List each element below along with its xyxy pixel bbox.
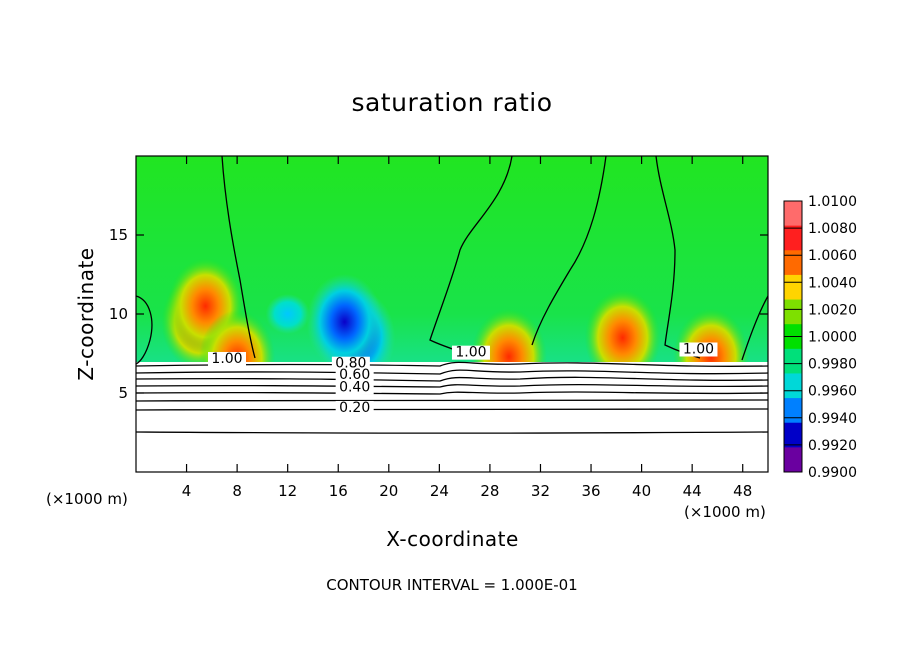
- x-tick-label: 4: [182, 482, 192, 500]
- y-axis-label: Z-coordinate: [74, 247, 98, 381]
- contour-label-bg: [679, 342, 718, 357]
- colorbar-swatch: [784, 373, 802, 399]
- colorbar-swatch: [784, 348, 802, 374]
- colorbar-swatch: [784, 447, 802, 473]
- colorbar-swatch: [784, 250, 802, 276]
- colorbar-label: 1.0080: [808, 221, 857, 237]
- contour-line-upper-1: [221, 156, 256, 359]
- colorbar-label: 1.0000: [808, 330, 857, 346]
- contour-line-upper-6: [136, 295, 153, 365]
- contour-line-0-10: [136, 431, 768, 434]
- y-axis: 5 10 15: [109, 226, 768, 402]
- contour-labels: 1.00 0.800.600.40 0.20 1.00 1.00: [208, 342, 718, 416]
- x-unit-label-left: (×1000 m): [46, 490, 128, 508]
- colorbar-swatch: [784, 274, 802, 301]
- x-unit-label-right: (×1000 m): [684, 503, 766, 521]
- contour-label-bg: [208, 351, 247, 366]
- contour-line-0-40: [136, 391, 768, 395]
- below-cloud-region: [136, 362, 768, 472]
- x-axis: 4 8 12 16 20 24 28 32 36 40 44 48: [182, 156, 752, 500]
- y-tick-label: 5: [118, 384, 128, 402]
- field-hotspot: [584, 289, 661, 386]
- x-tick-label: 8: [232, 482, 242, 500]
- contour-line-0-60: [136, 376, 768, 382]
- colorbar-swatch: [784, 422, 802, 448]
- colorbar-label: 0.9940: [808, 411, 857, 427]
- contour-line-0-70: [136, 369, 768, 375]
- contour-label-bg: [335, 380, 374, 395]
- colorbar: 1.0100 1.0080 1.0060 1.0040 1.0020 1.0000 0.99…: [783, 194, 857, 481]
- contour-label: 1.00: [683, 342, 714, 358]
- contour-label-bg: [335, 400, 374, 415]
- x-tick-label: 20: [379, 482, 398, 500]
- colorbar-label: 0.9980: [808, 357, 857, 373]
- contour-line-upper-3: [531, 156, 607, 346]
- y-tick-label: 15: [109, 226, 128, 244]
- contour-line-upper-2: [429, 156, 513, 356]
- contour-label-bg: [335, 367, 374, 382]
- contour-line-0-50: [136, 383, 768, 388]
- contour-label: 1.00: [455, 345, 486, 361]
- contour-line-0-30: [136, 399, 768, 402]
- contour-label: 0.20: [339, 400, 370, 416]
- x-tick-label: 32: [531, 482, 550, 500]
- colorbar-label: 1.0100: [808, 194, 857, 210]
- plot-area: [136, 156, 768, 472]
- x-axis-label: X-coordinate: [386, 527, 519, 551]
- colorbar-label: 1.0020: [808, 302, 857, 318]
- field-hotspot: [306, 273, 383, 370]
- colorbar-swatch: [784, 225, 802, 251]
- colorbar-swatch: [784, 201, 802, 227]
- field-hotspot: [265, 294, 310, 334]
- x-tick-label: 24: [430, 482, 449, 500]
- colorbar-swatch: [784, 299, 802, 325]
- contour-label: 0.60: [339, 367, 370, 383]
- x-tick-label: 28: [480, 482, 499, 500]
- x-tick-label: 36: [581, 482, 600, 500]
- contour-label-bg: [451, 345, 490, 360]
- x-tick-label: 44: [683, 482, 702, 500]
- x-tick-label: 40: [632, 482, 651, 500]
- contour-label: 1.00: [211, 351, 242, 367]
- x-tick-label: 12: [278, 482, 297, 500]
- colorbar-label: 0.9900: [808, 465, 857, 481]
- colorbar-label: 1.0060: [808, 248, 857, 264]
- y-tick-label: 10: [109, 305, 128, 323]
- contour-line-0-20: [136, 408, 768, 411]
- contour-label: 0.80: [335, 356, 366, 372]
- contour-line-0-80: [136, 361, 768, 367]
- colorbar-label: 0.9920: [808, 438, 857, 454]
- colorbar-swatch: [784, 398, 802, 424]
- colorbar-label: 0.9960: [808, 384, 857, 400]
- contour-label-bg: [331, 356, 370, 371]
- contour-line-upper-5: [741, 295, 768, 361]
- contour-lines: [136, 156, 768, 434]
- chart-title: saturation ratio: [351, 88, 553, 117]
- x-tick-label: 48: [733, 482, 752, 500]
- contour-interval-note: CONTOUR INTERVAL = 1.000E-01: [326, 576, 578, 594]
- x-tick-label: 16: [329, 482, 348, 500]
- contour-label: 0.40: [339, 379, 370, 395]
- colorbar-label: 1.0040: [808, 275, 857, 291]
